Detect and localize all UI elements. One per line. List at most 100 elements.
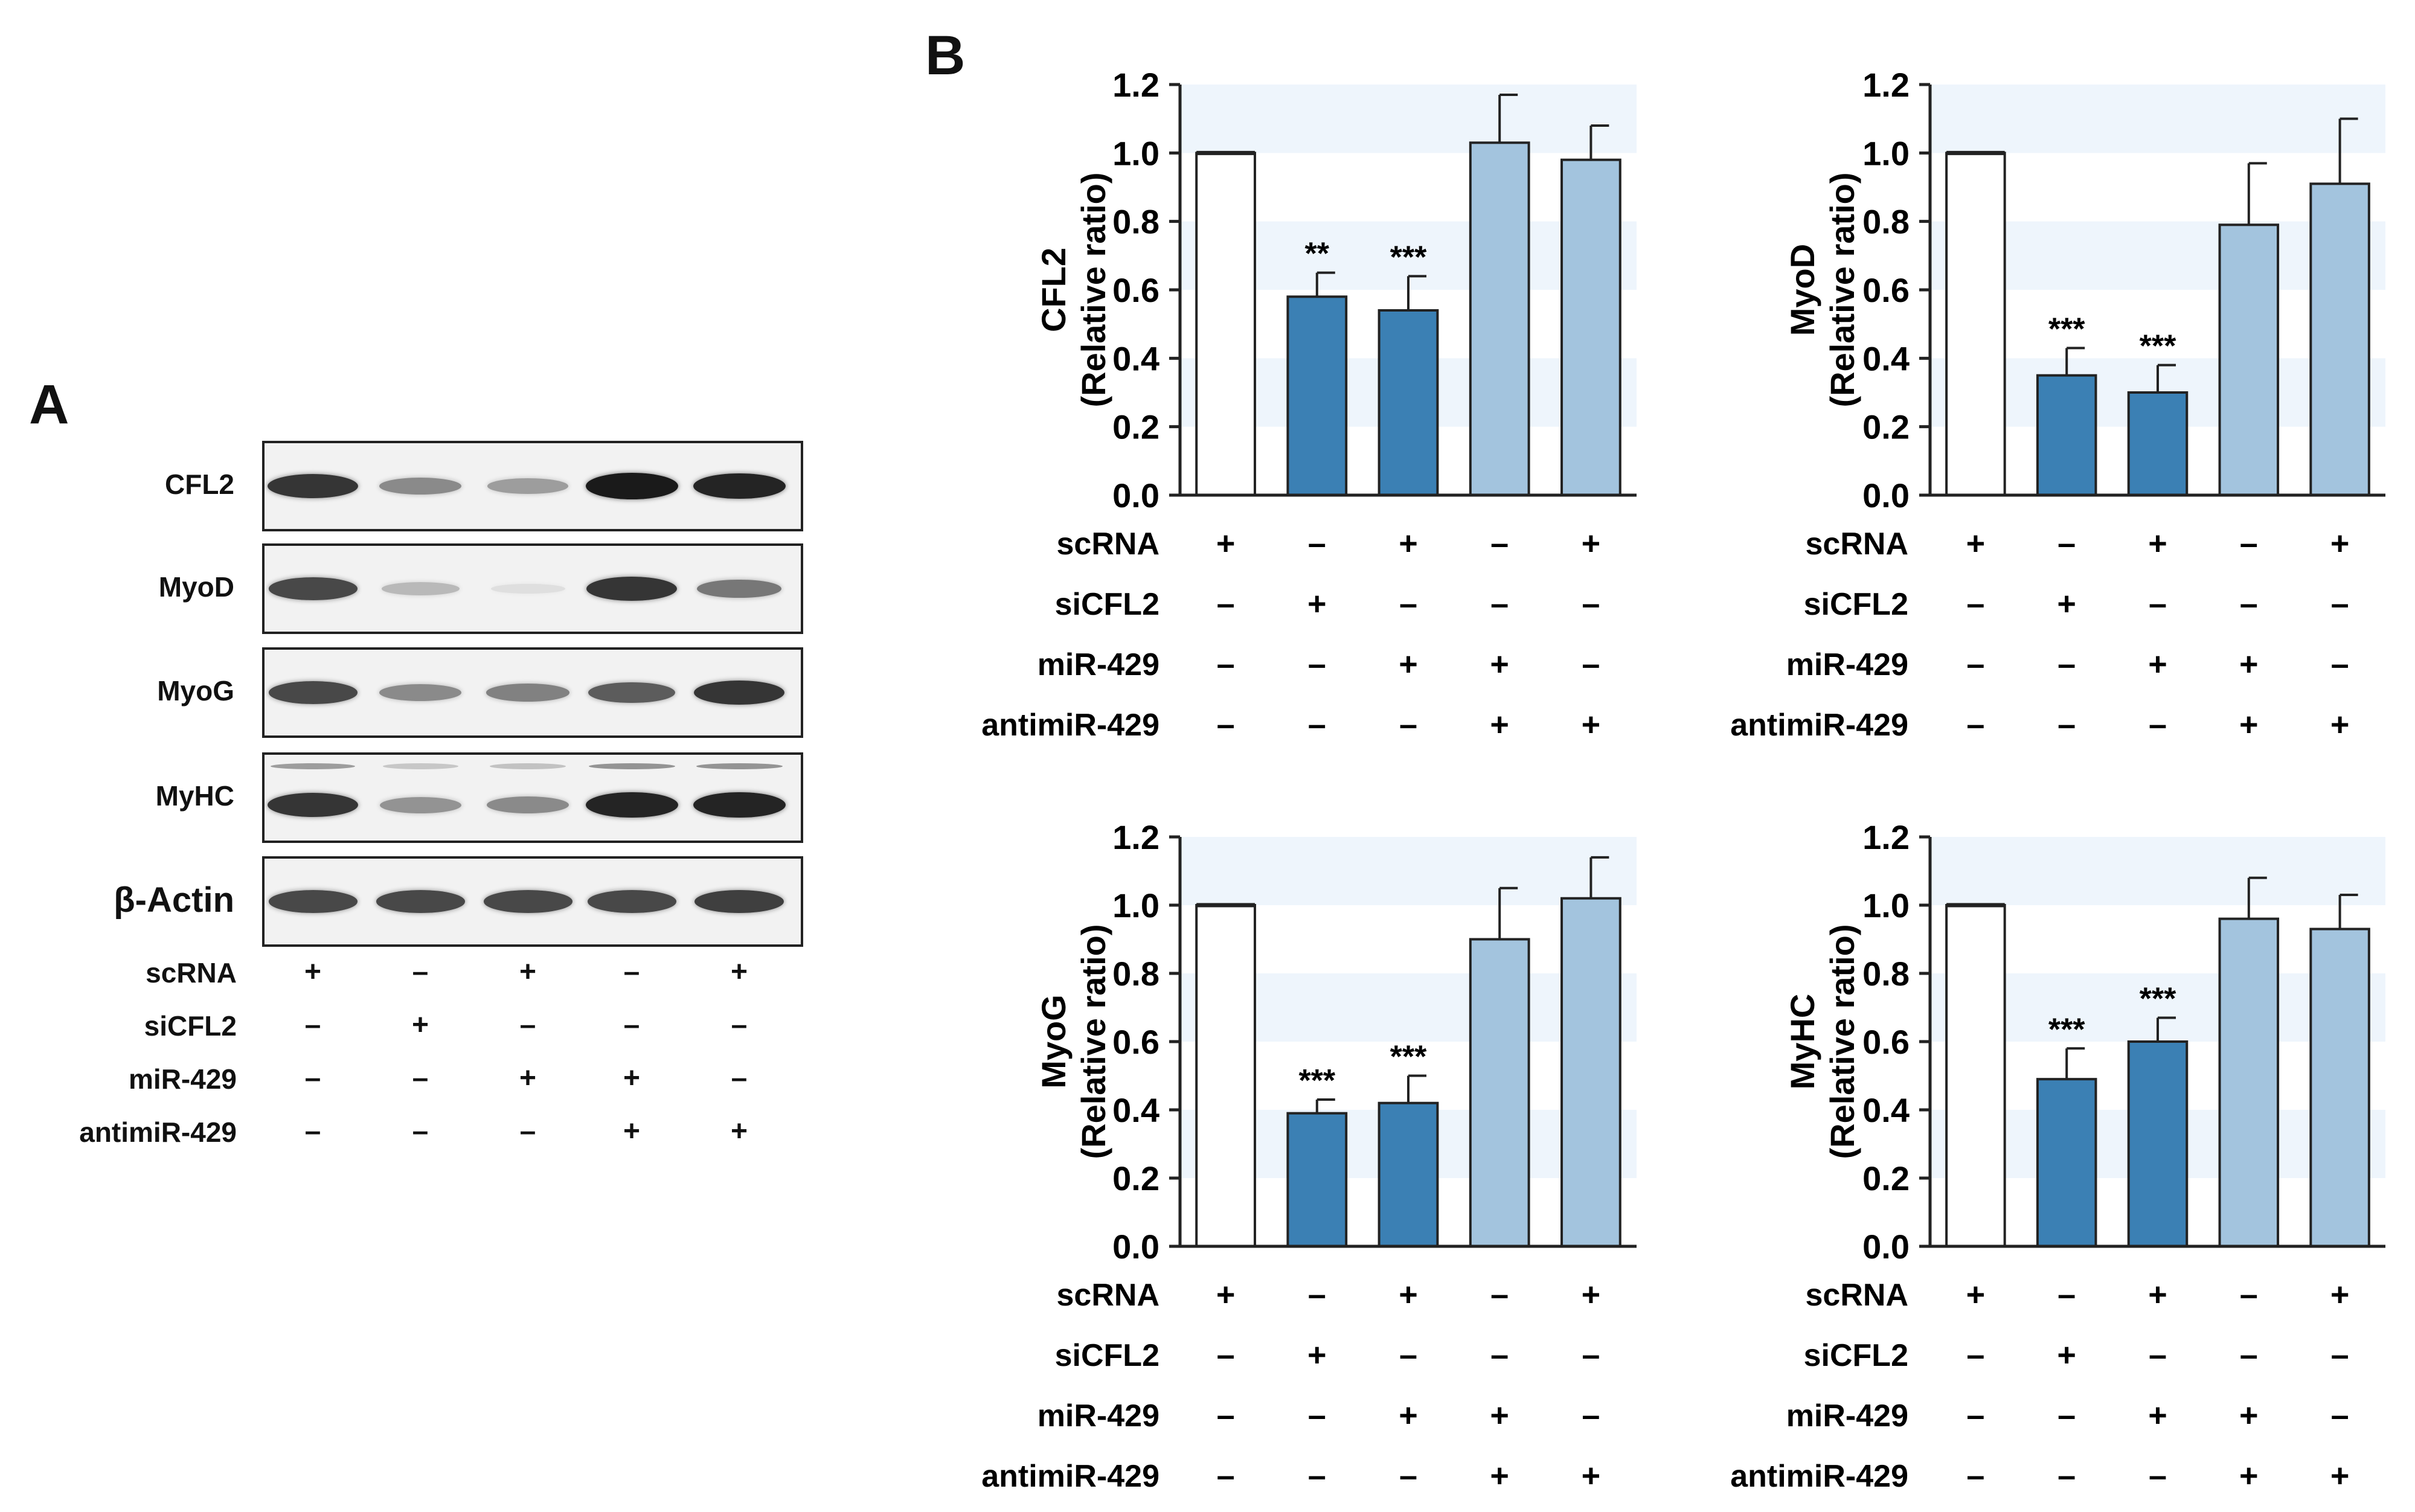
plus-sign: + bbox=[1399, 1277, 1418, 1313]
plus-sign: + bbox=[1582, 706, 1601, 743]
panel-a-letter: A bbox=[29, 374, 69, 435]
plus-sign: + bbox=[1490, 706, 1509, 743]
significance-label: *** bbox=[2140, 981, 2176, 1016]
grid-band bbox=[1180, 85, 1637, 153]
minus-sign: – bbox=[1966, 586, 1984, 622]
y-axis-label: MyoD bbox=[1783, 244, 1821, 336]
y-tick-label: 1.2 bbox=[1862, 818, 1910, 856]
y-tick-label: 0.4 bbox=[1112, 339, 1159, 377]
y-tick-label: 0.2 bbox=[1112, 1159, 1159, 1197]
condition-label: scRNA bbox=[1057, 1278, 1160, 1313]
y-tick-label: 0.4 bbox=[1862, 1091, 1910, 1129]
significance-label: *** bbox=[1390, 240, 1427, 275]
y-axis-label: (Relative ratio) bbox=[1074, 924, 1112, 1159]
condition-label: siCFL2 bbox=[1055, 1338, 1159, 1373]
y-axis-label: MyoG bbox=[1034, 995, 1073, 1089]
minus-sign: – bbox=[1966, 706, 1984, 743]
plus-sign: + bbox=[1399, 646, 1418, 682]
condition-label: siCFL2 bbox=[1804, 1338, 1908, 1373]
blot-band bbox=[379, 796, 461, 813]
minus-sign: – bbox=[1217, 1458, 1235, 1494]
minus-sign: – bbox=[412, 1062, 429, 1094]
plus-sign: + bbox=[623, 1062, 641, 1094]
blot-band bbox=[693, 792, 786, 818]
plus-sign: + bbox=[1399, 1397, 1418, 1434]
bar bbox=[1195, 152, 1256, 497]
bar bbox=[1286, 295, 1348, 496]
significance-label: *** bbox=[1298, 1063, 1335, 1098]
blot-band bbox=[268, 474, 358, 498]
significance-label: *** bbox=[2048, 312, 2085, 347]
plus-sign: + bbox=[1490, 646, 1509, 682]
grid-band bbox=[1930, 837, 2385, 905]
minus-sign: – bbox=[1399, 1337, 1417, 1373]
bar bbox=[1945, 904, 2006, 1248]
plus-sign: + bbox=[1216, 1277, 1236, 1313]
y-tick-label: 0.8 bbox=[1862, 203, 1910, 241]
minus-sign: – bbox=[2240, 525, 2258, 562]
plus-sign: + bbox=[2057, 586, 2076, 622]
plus-sign: + bbox=[519, 1062, 537, 1094]
minus-sign: – bbox=[2057, 1277, 2076, 1313]
blot-band bbox=[694, 681, 784, 705]
minus-sign: – bbox=[2149, 706, 2167, 743]
minus-sign: – bbox=[1308, 1458, 1326, 1494]
y-tick-label: 0.2 bbox=[1112, 408, 1159, 446]
bar bbox=[2036, 374, 2097, 497]
plus-sign: + bbox=[1307, 1337, 1327, 1373]
plus-sign: + bbox=[2239, 1397, 2259, 1434]
minus-sign: – bbox=[2057, 1458, 2076, 1494]
plus-sign: + bbox=[2148, 525, 2167, 562]
condition-label: scRNA bbox=[146, 957, 237, 988]
plus-sign: + bbox=[730, 956, 748, 988]
minus-sign: – bbox=[1308, 1397, 1326, 1434]
minus-sign: – bbox=[1399, 586, 1417, 622]
y-tick-label: 1.0 bbox=[1862, 134, 1910, 172]
y-tick-label: 0.6 bbox=[1112, 1023, 1159, 1061]
minus-sign: – bbox=[1308, 646, 1326, 682]
condition-label: scRNA bbox=[1057, 527, 1160, 562]
minus-sign: – bbox=[2057, 706, 2076, 743]
plus-sign: + bbox=[2057, 1337, 2076, 1373]
plus-sign: + bbox=[2239, 1458, 2259, 1494]
blot-band bbox=[587, 890, 676, 913]
minus-sign: – bbox=[2057, 646, 2076, 682]
plus-sign: + bbox=[1966, 1277, 1986, 1313]
y-tick-label: 0.8 bbox=[1112, 203, 1159, 241]
minus-sign: – bbox=[2240, 1277, 2258, 1313]
y-tick-label: 1.2 bbox=[1112, 818, 1159, 856]
minus-sign: – bbox=[1582, 646, 1600, 682]
blot-band bbox=[489, 763, 566, 769]
blot-band bbox=[588, 763, 675, 769]
blot-band bbox=[382, 763, 458, 769]
plus-sign: + bbox=[2330, 706, 2350, 743]
grid-band bbox=[1180, 837, 1637, 905]
plus-sign: + bbox=[2239, 646, 2259, 682]
minus-sign: – bbox=[1966, 1337, 1984, 1373]
plus-sign: + bbox=[623, 1115, 641, 1147]
bar bbox=[2309, 927, 2370, 1248]
significance-label: *** bbox=[1390, 1040, 1427, 1075]
minus-sign: – bbox=[2331, 586, 2349, 622]
minus-sign: – bbox=[1217, 1337, 1235, 1373]
minus-sign: – bbox=[2331, 646, 2349, 682]
minus-sign: – bbox=[2240, 1337, 2258, 1373]
condition-label: siCFL2 bbox=[144, 1010, 237, 1042]
minus-sign: – bbox=[731, 1062, 748, 1094]
bar bbox=[2218, 223, 2280, 496]
y-tick-label: 0.6 bbox=[1112, 271, 1159, 309]
blot-band bbox=[268, 793, 358, 817]
minus-sign: – bbox=[412, 956, 429, 988]
blot-band bbox=[694, 889, 784, 914]
plus-sign: + bbox=[2330, 1458, 2350, 1494]
plus-sign: + bbox=[519, 956, 537, 988]
bar bbox=[2309, 182, 2370, 497]
plus-sign: + bbox=[1582, 1458, 1601, 1494]
condition-label: antimiR-429 bbox=[79, 1116, 237, 1148]
y-tick-label: 0.2 bbox=[1862, 1159, 1910, 1197]
significance-label: ** bbox=[1305, 237, 1330, 272]
y-tick-label: 1.0 bbox=[1862, 886, 1910, 924]
minus-sign: – bbox=[519, 1009, 536, 1041]
blot-band bbox=[379, 684, 462, 702]
y-tick-label: 1.2 bbox=[1862, 66, 1910, 104]
